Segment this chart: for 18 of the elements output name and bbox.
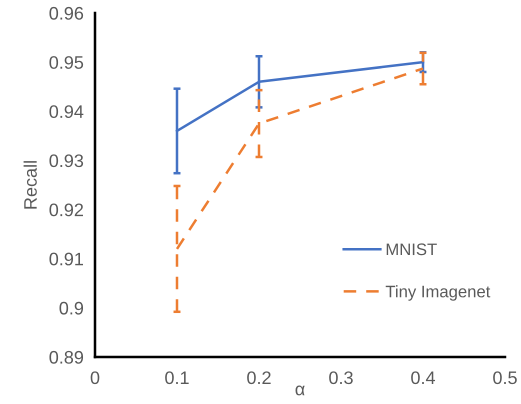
legend-label: MNIST xyxy=(386,243,437,256)
x-tick-label: 0.3 xyxy=(329,371,353,384)
y-tick-label: 0.9 xyxy=(59,302,84,315)
y-tick-label: 0.96 xyxy=(49,6,84,20)
x-tick-label: 0.4 xyxy=(411,371,436,384)
y-tick-label: 0.89 xyxy=(49,350,84,364)
x-tick-label: 0 xyxy=(90,371,100,384)
y-tick-label: 0.95 xyxy=(49,56,84,69)
y-tick-label: 0.92 xyxy=(49,204,83,216)
x-tick-label: 0.5 xyxy=(493,371,517,384)
y-tick-label: 0.94 xyxy=(49,105,84,118)
y-tick-label: 0.91 xyxy=(49,252,84,266)
y-tick-label: 0.93 xyxy=(49,154,84,168)
x-tick-label: 0.2 xyxy=(247,371,271,384)
y-axis-title: Recall xyxy=(24,161,37,209)
x-tick-label: 0.1 xyxy=(165,371,189,384)
legend-label: Tiny Imagenet xyxy=(386,285,490,301)
x-axis-title: α xyxy=(296,386,305,396)
